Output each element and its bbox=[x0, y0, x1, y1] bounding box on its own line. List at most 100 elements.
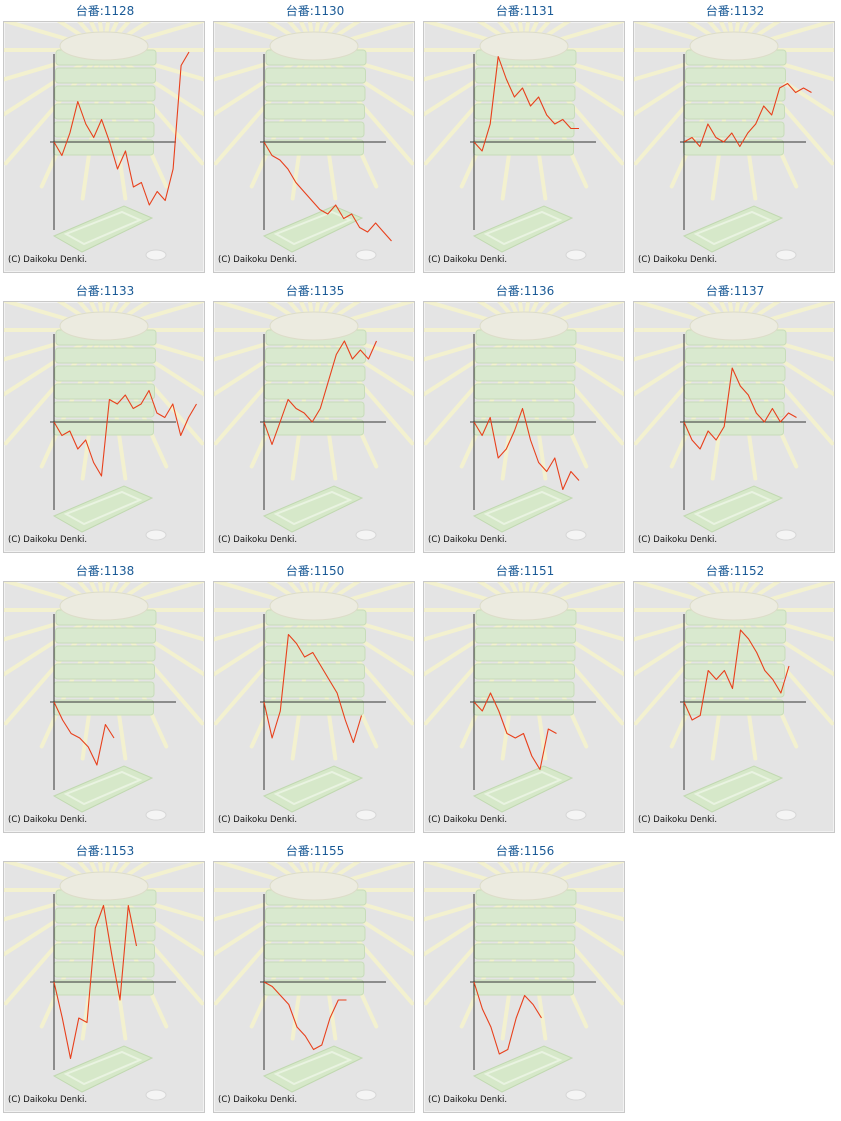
slump-graph: (C) Daikoku Denki. bbox=[3, 581, 205, 833]
graph-svg bbox=[634, 22, 834, 261]
graph-svg bbox=[214, 862, 414, 1101]
machine-number-link[interactable]: 台番:1155 bbox=[285, 844, 345, 858]
machine-number-link[interactable]: 台番:1131 bbox=[495, 4, 555, 18]
background-illustration bbox=[214, 862, 414, 1101]
machine-number-link[interactable]: 台番:1138 bbox=[75, 564, 135, 578]
slump-graph: (C) Daikoku Denki. bbox=[213, 581, 415, 833]
slump-graph: (C) Daikoku Denki. bbox=[633, 581, 835, 833]
slump-graph: (C) Daikoku Denki. bbox=[423, 581, 625, 833]
graph-cell-1151: 台番:1151 (C) Daikoku Denki. bbox=[420, 560, 630, 840]
slump-line-1136 bbox=[473, 407, 580, 491]
background-illustration bbox=[634, 22, 834, 261]
machine-number-link[interactable]: 台番:1133 bbox=[75, 284, 135, 298]
slump-line-1155 bbox=[263, 981, 347, 1051]
slump-line-1135 bbox=[263, 340, 378, 446]
graph-cell-1133: 台番:1133 (C) Daikoku Denki. bbox=[0, 280, 210, 560]
background-illustration bbox=[4, 22, 204, 261]
graph-svg bbox=[214, 22, 414, 261]
machine-number-link[interactable]: 台番:1156 bbox=[495, 844, 555, 858]
machine-number-link[interactable]: 台番:1153 bbox=[75, 844, 135, 858]
copyright-text: (C) Daikoku Denki. bbox=[8, 255, 88, 265]
slump-line-1152 bbox=[683, 629, 790, 721]
background-illustration bbox=[4, 582, 204, 821]
copyright-text: (C) Daikoku Denki. bbox=[428, 535, 508, 545]
graph-cell-1156: 台番:1156 (C) Daikoku Denki. bbox=[420, 840, 630, 1120]
background-illustration bbox=[424, 302, 624, 541]
slump-graph: (C) Daikoku Denki. bbox=[3, 301, 205, 553]
graph-svg bbox=[424, 302, 624, 541]
slump-line-1130 bbox=[263, 141, 392, 242]
graph-svg bbox=[214, 582, 414, 821]
slump-line-1150 bbox=[263, 633, 363, 744]
graph-svg bbox=[214, 302, 414, 541]
slump-line-1156 bbox=[473, 981, 542, 1055]
graph-cell-1135: 台番:1135 (C) Daikoku Denki. bbox=[210, 280, 420, 560]
slump-graph: (C) Daikoku Denki. bbox=[213, 301, 415, 553]
graph-svg bbox=[424, 582, 624, 821]
machine-number-link[interactable]: 台番:1150 bbox=[285, 564, 345, 578]
machine-number-link[interactable]: 台番:1151 bbox=[495, 564, 555, 578]
slump-graph: (C) Daikoku Denki. bbox=[423, 21, 625, 273]
graph-cell-1150: 台番:1150 (C) Daikoku Denki. bbox=[210, 560, 420, 840]
background-illustration bbox=[4, 302, 204, 541]
background-illustration bbox=[424, 862, 624, 1101]
slump-line-1153 bbox=[53, 904, 138, 1060]
background-illustration bbox=[424, 22, 624, 261]
copyright-text: (C) Daikoku Denki. bbox=[218, 255, 298, 265]
copyright-text: (C) Daikoku Denki. bbox=[638, 535, 718, 545]
background-illustration bbox=[214, 22, 414, 261]
graph-cell-1152: 台番:1152 (C) Daikoku Denki. bbox=[630, 560, 840, 840]
copyright-text: (C) Daikoku Denki. bbox=[428, 1095, 508, 1105]
graph-svg bbox=[424, 862, 624, 1101]
copyright-text: (C) Daikoku Denki. bbox=[8, 815, 88, 825]
copyright-text: (C) Daikoku Denki. bbox=[638, 815, 718, 825]
background-illustration bbox=[634, 302, 834, 541]
slump-graph: (C) Daikoku Denki. bbox=[3, 21, 205, 273]
graph-svg bbox=[4, 582, 204, 821]
machine-number-link[interactable]: 台番:1136 bbox=[495, 284, 555, 298]
slump-graph: (C) Daikoku Denki. bbox=[3, 861, 205, 1113]
slump-graph: (C) Daikoku Denki. bbox=[213, 21, 415, 273]
slump-line-1151 bbox=[473, 692, 557, 771]
copyright-text: (C) Daikoku Denki. bbox=[8, 535, 88, 545]
machine-number-link[interactable]: 台番:1132 bbox=[705, 4, 765, 18]
machine-number-link[interactable]: 台番:1128 bbox=[75, 4, 135, 18]
copyright-text: (C) Daikoku Denki. bbox=[8, 1095, 88, 1105]
graph-cell-1128: 台番:1128 (C) Daikoku Denki. bbox=[0, 0, 210, 280]
copyright-text: (C) Daikoku Denki. bbox=[638, 255, 718, 265]
machine-number-link[interactable]: 台番:1137 bbox=[705, 284, 765, 298]
machine-number-link[interactable]: 台番:1135 bbox=[285, 284, 345, 298]
slump-line-1137 bbox=[683, 367, 797, 450]
slump-graph: (C) Daikoku Denki. bbox=[423, 861, 625, 1113]
background-illustration bbox=[634, 582, 834, 821]
graph-cell-1130: 台番:1130 (C) Daikoku Denki. bbox=[210, 0, 420, 280]
slump-line-1132 bbox=[683, 82, 812, 148]
copyright-text: (C) Daikoku Denki. bbox=[428, 815, 508, 825]
graph-svg bbox=[4, 862, 204, 1101]
slump-graph: (C) Daikoku Denki. bbox=[633, 301, 835, 553]
graph-svg bbox=[634, 302, 834, 541]
slump-graph: (C) Daikoku Denki. bbox=[423, 301, 625, 553]
copyright-text: (C) Daikoku Denki. bbox=[218, 535, 298, 545]
slump-line-1138 bbox=[53, 701, 115, 766]
slump-graph: (C) Daikoku Denki. bbox=[213, 861, 415, 1113]
background-illustration bbox=[214, 582, 414, 821]
machine-number-link[interactable]: 台番:1152 bbox=[705, 564, 765, 578]
graph-cell-1138: 台番:1138 (C) Daikoku Denki. bbox=[0, 560, 210, 840]
machine-number-link[interactable]: 台番:1130 bbox=[285, 4, 345, 18]
graph-svg bbox=[634, 582, 834, 821]
copyright-text: (C) Daikoku Denki. bbox=[218, 815, 298, 825]
copyright-text: (C) Daikoku Denki. bbox=[218, 1095, 298, 1105]
graph-cell-1153: 台番:1153 (C) Daikoku Denki. bbox=[0, 840, 210, 1120]
background-illustration bbox=[4, 862, 204, 1101]
copyright-text: (C) Daikoku Denki. bbox=[428, 255, 508, 265]
slump-line-1133 bbox=[53, 389, 197, 477]
graph-cell-1137: 台番:1137 (C) Daikoku Denki. bbox=[630, 280, 840, 560]
background-illustration bbox=[424, 582, 624, 821]
graph-svg bbox=[424, 22, 624, 261]
background-illustration bbox=[214, 302, 414, 541]
graph-cell-1132: 台番:1132 (C) Daikoku Denki. bbox=[630, 0, 840, 280]
slump-graph: (C) Daikoku Denki. bbox=[633, 21, 835, 273]
graph-cell-1131: 台番:1131 (C) Daikoku Denki. bbox=[420, 0, 630, 280]
